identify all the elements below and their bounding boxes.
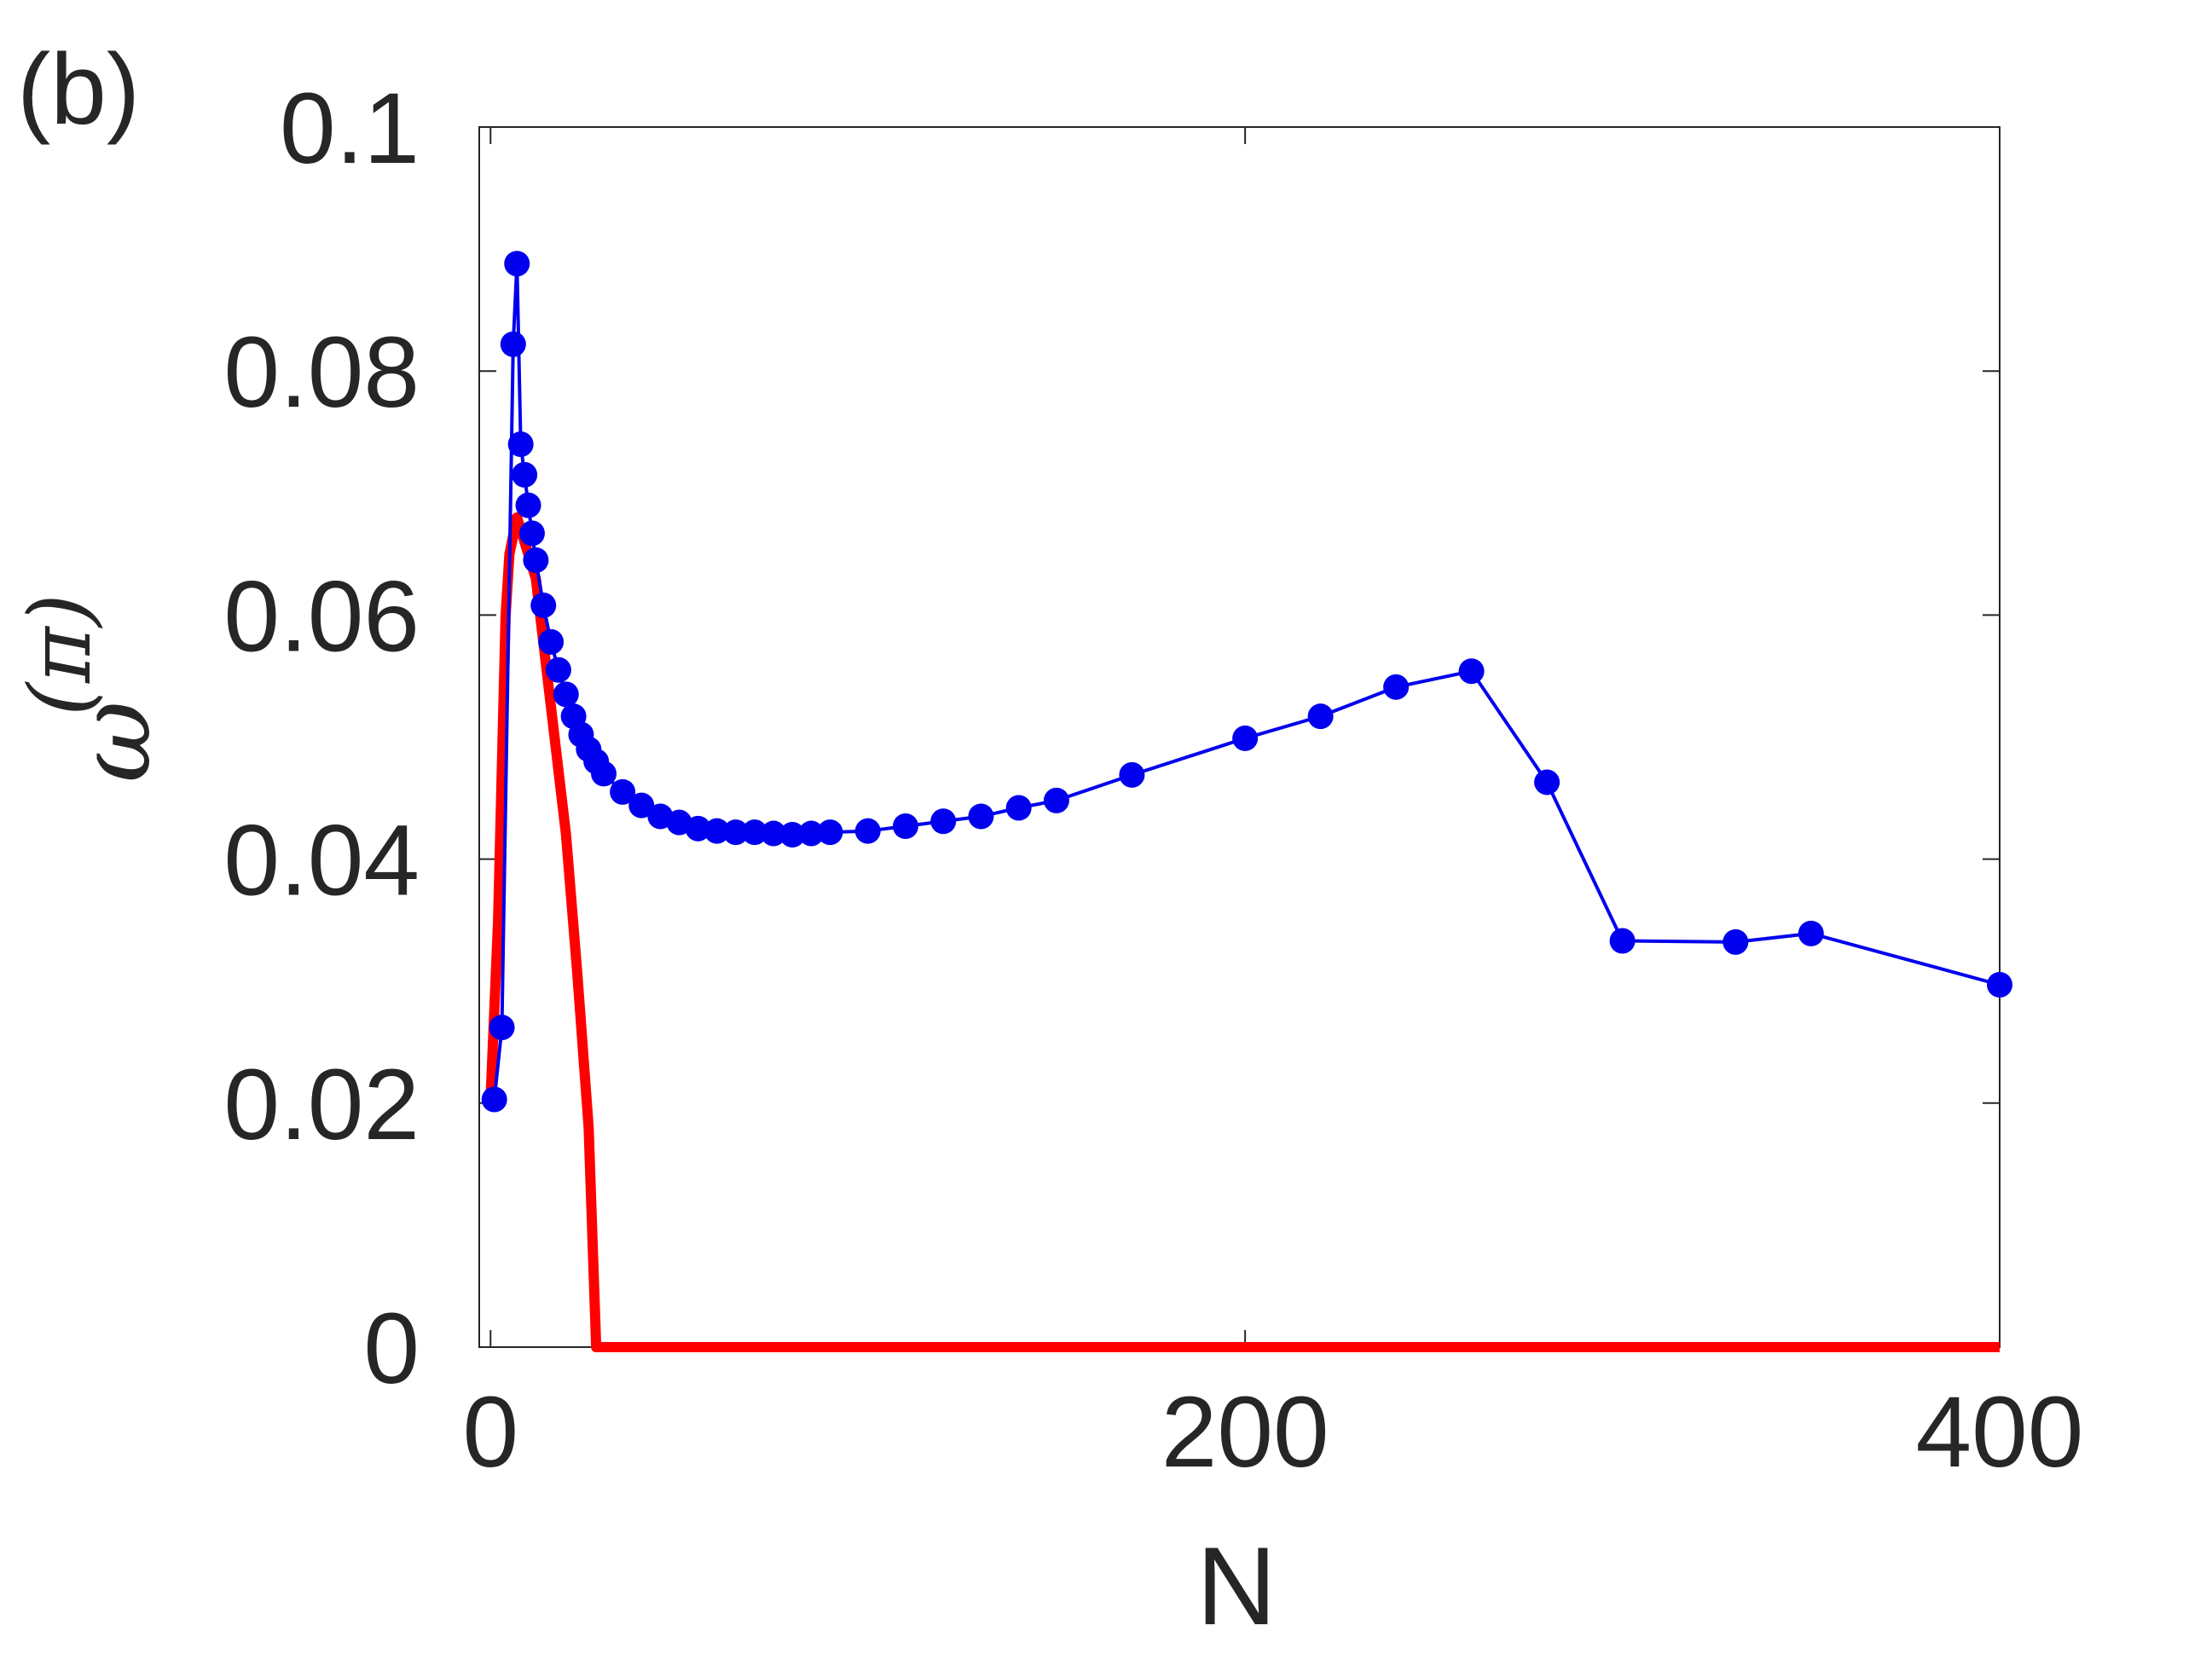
y-axis-label: ω — [55, 701, 173, 783]
data-point — [930, 808, 957, 835]
data-point — [591, 761, 617, 787]
data-point — [553, 681, 579, 708]
data-point — [685, 815, 711, 842]
y-tick-label: 0.04 — [223, 805, 420, 917]
data-point — [545, 657, 571, 683]
data-point — [741, 819, 767, 846]
data-point — [704, 818, 730, 844]
data-point — [489, 1015, 515, 1041]
data-point — [507, 431, 534, 458]
series-line — [485, 512, 2000, 1352]
data-point — [1798, 920, 1824, 946]
data-point — [1723, 928, 1749, 955]
data-point — [1609, 928, 1636, 954]
data-point — [854, 818, 881, 844]
data-point — [610, 778, 636, 805]
y-tick-label: 0.08 — [223, 316, 420, 429]
panel-label: (b) — [17, 33, 140, 146]
data-point — [1119, 761, 1145, 788]
series-line — [492, 262, 2001, 1100]
x-tick-label: 400 — [1916, 1376, 2084, 1489]
data-point — [892, 813, 918, 839]
data-point — [722, 819, 749, 846]
data-point — [779, 821, 806, 847]
y-axis-label-group: ω (π) — [10, 593, 173, 783]
data-point — [538, 628, 565, 655]
data-point — [512, 461, 538, 488]
data-point — [817, 819, 843, 846]
data-point — [1383, 674, 1410, 700]
data-point — [968, 803, 994, 830]
data-point — [523, 547, 549, 574]
y-tick-label: 0 — [363, 1293, 420, 1405]
y-tick-label: 0.02 — [223, 1049, 420, 1161]
data-point — [1005, 795, 1032, 821]
x-tick-label: 0 — [462, 1376, 518, 1489]
data-point — [515, 492, 541, 518]
data-point — [518, 520, 545, 547]
data-point — [1534, 769, 1561, 795]
data-point — [1307, 703, 1334, 730]
data-point — [1458, 658, 1485, 685]
data-point — [504, 251, 530, 277]
y-axis-label-sup: (π) — [10, 593, 110, 716]
y-tick-label: 0.06 — [223, 560, 420, 673]
data-point — [500, 331, 526, 357]
x-tick-label: 200 — [1161, 1376, 1329, 1489]
x-axis-label: N — [1196, 1524, 1277, 1648]
data-point — [1987, 971, 2012, 998]
data-point — [481, 1086, 507, 1113]
data-point — [761, 820, 787, 847]
data-point — [530, 592, 557, 618]
data-point — [798, 820, 825, 847]
data-point — [1232, 725, 1259, 751]
data-point — [628, 792, 655, 819]
data-point — [1043, 787, 1069, 813]
y-tick-label: 0.1 — [280, 72, 420, 185]
